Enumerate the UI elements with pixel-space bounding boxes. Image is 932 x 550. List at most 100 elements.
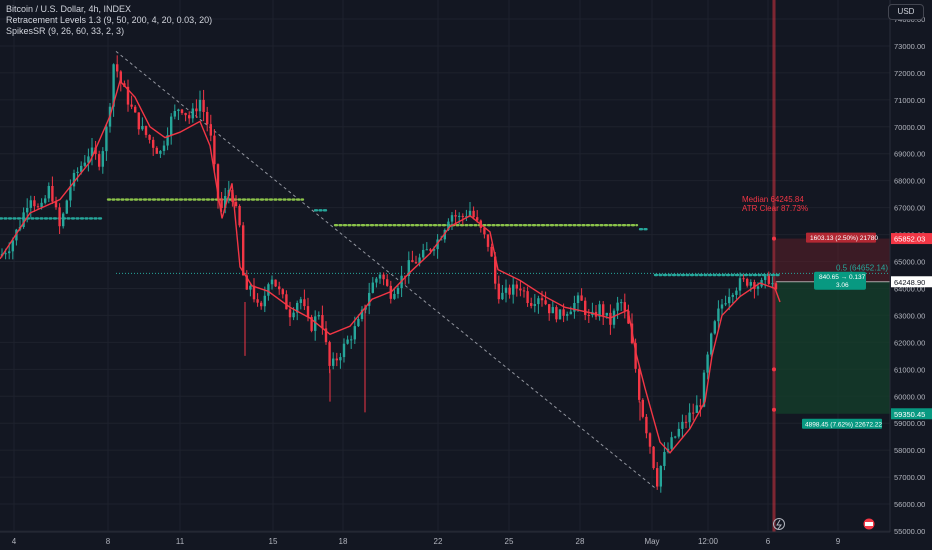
candle-body — [728, 296, 731, 304]
candle-body — [116, 64, 119, 72]
stop-price-label: 65852.03 — [894, 235, 925, 244]
candle-body — [184, 112, 187, 116]
time-tick-label: 18 — [339, 537, 348, 546]
candle-body — [29, 200, 32, 208]
candle-body — [270, 279, 274, 285]
symbol-title[interactable]: Bitcoin / U.S. Dollar, 4h, INDEX — [6, 4, 132, 14]
candle-body — [321, 315, 324, 329]
candle-body — [317, 315, 320, 317]
candle-body — [620, 302, 623, 304]
lightning-icon[interactable] — [773, 518, 785, 530]
candle-body — [292, 312, 295, 318]
candle-body — [126, 86, 130, 105]
price-tick-label: 67000.00 — [894, 204, 925, 213]
candle-body — [720, 304, 724, 309]
candle-body — [717, 308, 720, 322]
price-tick-label: 55000.00 — [894, 527, 925, 536]
price-tick-label: 68000.00 — [894, 177, 925, 186]
target-tag-bg — [802, 418, 882, 429]
candle-body — [4, 253, 7, 255]
candle-body — [440, 239, 443, 241]
candle-body — [450, 215, 454, 222]
candle-body — [378, 274, 382, 279]
candle-body — [202, 99, 205, 112]
currency-button[interactable]: USD — [888, 4, 924, 20]
candle-body — [285, 294, 288, 310]
candle-body — [332, 358, 335, 366]
atr-annotation: ATR Clear 87.73% — [742, 204, 808, 213]
candle-body — [681, 421, 684, 429]
candle-body — [519, 288, 522, 291]
candle-body — [659, 465, 662, 487]
candle-body — [252, 285, 256, 300]
price-tick-label: 70000.00 — [894, 123, 925, 132]
candle-body — [562, 309, 565, 316]
price-tick-label: 73000.00 — [894, 42, 925, 51]
candle-body — [623, 302, 626, 311]
candle-body — [328, 342, 331, 366]
candle-body — [155, 147, 158, 154]
candle-body — [346, 339, 349, 344]
candle-body — [612, 310, 616, 325]
candle-body — [429, 249, 432, 251]
time-tick-label: 11 — [176, 537, 185, 546]
candle-body — [692, 412, 695, 414]
lightning-icon-glyph — [776, 519, 782, 530]
trendline[interactable] — [115, 50, 656, 489]
take-profit-zone[interactable] — [776, 281, 890, 414]
candle-body — [58, 207, 61, 227]
price-tick-label: 61000.00 — [894, 365, 925, 374]
indicator-spikessr[interactable]: SpikesSR (9, 26, 60, 33, 2, 3) — [6, 26, 125, 36]
candle-body — [260, 302, 263, 307]
candle-body — [530, 303, 533, 306]
price-tick-label: 56000.00 — [894, 500, 925, 509]
candle-body — [454, 215, 457, 217]
fib-level-label: 0.5 (64652.14) — [836, 263, 888, 272]
candle-body — [245, 275, 248, 290]
candle-body — [508, 287, 511, 295]
time-tick-label: 22 — [434, 537, 443, 546]
candle-body — [580, 295, 583, 301]
price-tick-label: 62000.00 — [894, 338, 925, 347]
candle-body — [371, 282, 374, 293]
candle-body — [576, 295, 580, 304]
flag-icon-glyph — [865, 522, 873, 526]
target-tag: 4898.45 (7.62%) 22672.22 — [805, 421, 882, 428]
candle-body — [360, 309, 364, 319]
candle-body — [26, 207, 29, 213]
time-tick-label: 9 — [836, 537, 841, 546]
candle-body — [65, 200, 68, 214]
candle-body — [447, 221, 450, 230]
candle-body — [62, 213, 65, 227]
time-tick-label: 15 — [269, 537, 278, 546]
candle-body — [515, 284, 518, 289]
ma-line — [0, 79, 781, 454]
candle-body — [458, 215, 461, 217]
candle-body — [544, 300, 547, 305]
candle-body — [134, 106, 137, 113]
chart-legend: Bitcoin / U.S. Dollar, 4h, INDEX Retrace… — [6, 4, 212, 37]
candle-body — [465, 216, 468, 218]
candle-body — [288, 309, 292, 318]
candle-body — [404, 275, 407, 277]
candle-body — [22, 212, 25, 228]
price-tick-label: 58000.00 — [894, 446, 925, 455]
candle-body — [105, 126, 108, 152]
candle-body — [483, 227, 486, 235]
indicator-retracement[interactable]: Retracement Levels 1.3 (9, 50, 200, 4, 2… — [6, 15, 213, 25]
price-axis[interactable] — [890, 0, 932, 550]
stop-price-label-bg — [891, 233, 932, 245]
candle-body — [645, 416, 648, 434]
time-axis[interactable] — [0, 532, 932, 550]
candle-body — [342, 343, 346, 358]
target-price-label: 59350.45 — [894, 410, 925, 419]
candle-body — [177, 109, 180, 112]
candle-body — [548, 304, 551, 314]
candle-body — [746, 278, 749, 286]
candle-body — [425, 249, 428, 251]
candle-body — [656, 468, 659, 487]
candle-body — [101, 151, 104, 167]
time-marker-dot — [772, 407, 776, 412]
candle-body — [432, 249, 436, 251]
